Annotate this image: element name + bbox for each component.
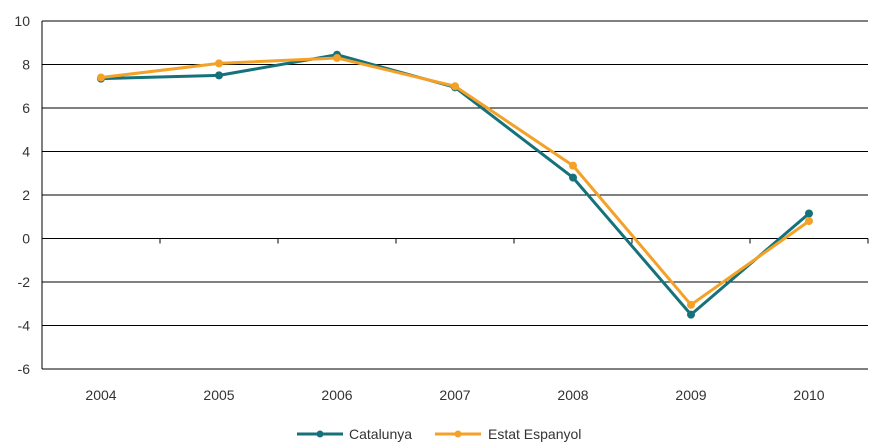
- x-tick-label-2006: 2006: [321, 387, 352, 403]
- y-tick-label: 6: [22, 100, 30, 116]
- x-tick-label-2009: 2009: [675, 387, 706, 403]
- y-tick-label: -4: [18, 318, 31, 334]
- y-tick-label: -2: [18, 274, 31, 290]
- series-line-estat-espanyol: [100, 56, 810, 307]
- legend-item-catalunya: Catalunya: [297, 426, 412, 442]
- x-tick-label-2005: 2005: [203, 387, 234, 403]
- data-point-estat-espanyol-2004: [97, 73, 105, 82]
- data-point-estat-espanyol-2010: [805, 217, 813, 226]
- legend-marker-catalunya: [316, 430, 324, 438]
- x-tick-label-2007: 2007: [439, 387, 470, 403]
- data-point-catalunya-2009: [687, 310, 695, 319]
- x-tick-label-2010: 2010: [793, 387, 824, 403]
- gridlines: [41, 20, 868, 370]
- x-axis: 2004 2005 2006 2007 2008 2009 2010: [41, 238, 869, 403]
- y-tick-label: 8: [22, 57, 30, 73]
- legend-label-catalunya: Catalunya: [349, 426, 412, 442]
- y-axis-tick-labels: 10 8 6 4 2 0 -2 -4 -6: [14, 13, 30, 377]
- data-point-estat-espanyol-2005: [215, 59, 223, 68]
- data-point-estat-espanyol-2009: [687, 300, 695, 309]
- series-line-catalunya: [100, 53, 810, 317]
- legend-item-estat-espanyol: Estat Espanyol: [435, 426, 581, 442]
- y-tick-label: 4: [22, 144, 30, 160]
- data-point-catalunya-2010: [805, 209, 813, 218]
- y-tick-label: 2: [22, 187, 30, 203]
- x-tick-label-2004: 2004: [85, 387, 116, 403]
- y-tick-label: 0: [22, 231, 30, 247]
- data-point-catalunya-2008: [569, 173, 577, 182]
- legend: Catalunya Estat Espanyol: [297, 426, 581, 442]
- data-point-estat-espanyol-2006: [333, 53, 341, 62]
- data-point-estat-espanyol-2007: [451, 82, 459, 91]
- x-tick-label-2008: 2008: [557, 387, 588, 403]
- y-tick-label: 10: [14, 13, 30, 29]
- series-group: [97, 50, 813, 319]
- legend-label-estat-espanyol: Estat Espanyol: [488, 426, 581, 442]
- y-tick-label: -6: [18, 361, 31, 377]
- data-point-estat-espanyol-2008: [569, 161, 577, 170]
- data-point-catalunya-2005: [215, 71, 223, 80]
- legend-marker-estat-espanyol: [454, 430, 462, 438]
